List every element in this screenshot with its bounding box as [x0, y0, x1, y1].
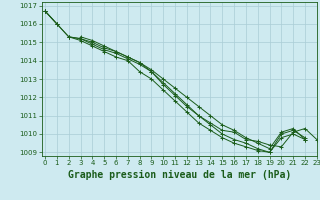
X-axis label: Graphe pression niveau de la mer (hPa): Graphe pression niveau de la mer (hPa)	[68, 170, 291, 180]
